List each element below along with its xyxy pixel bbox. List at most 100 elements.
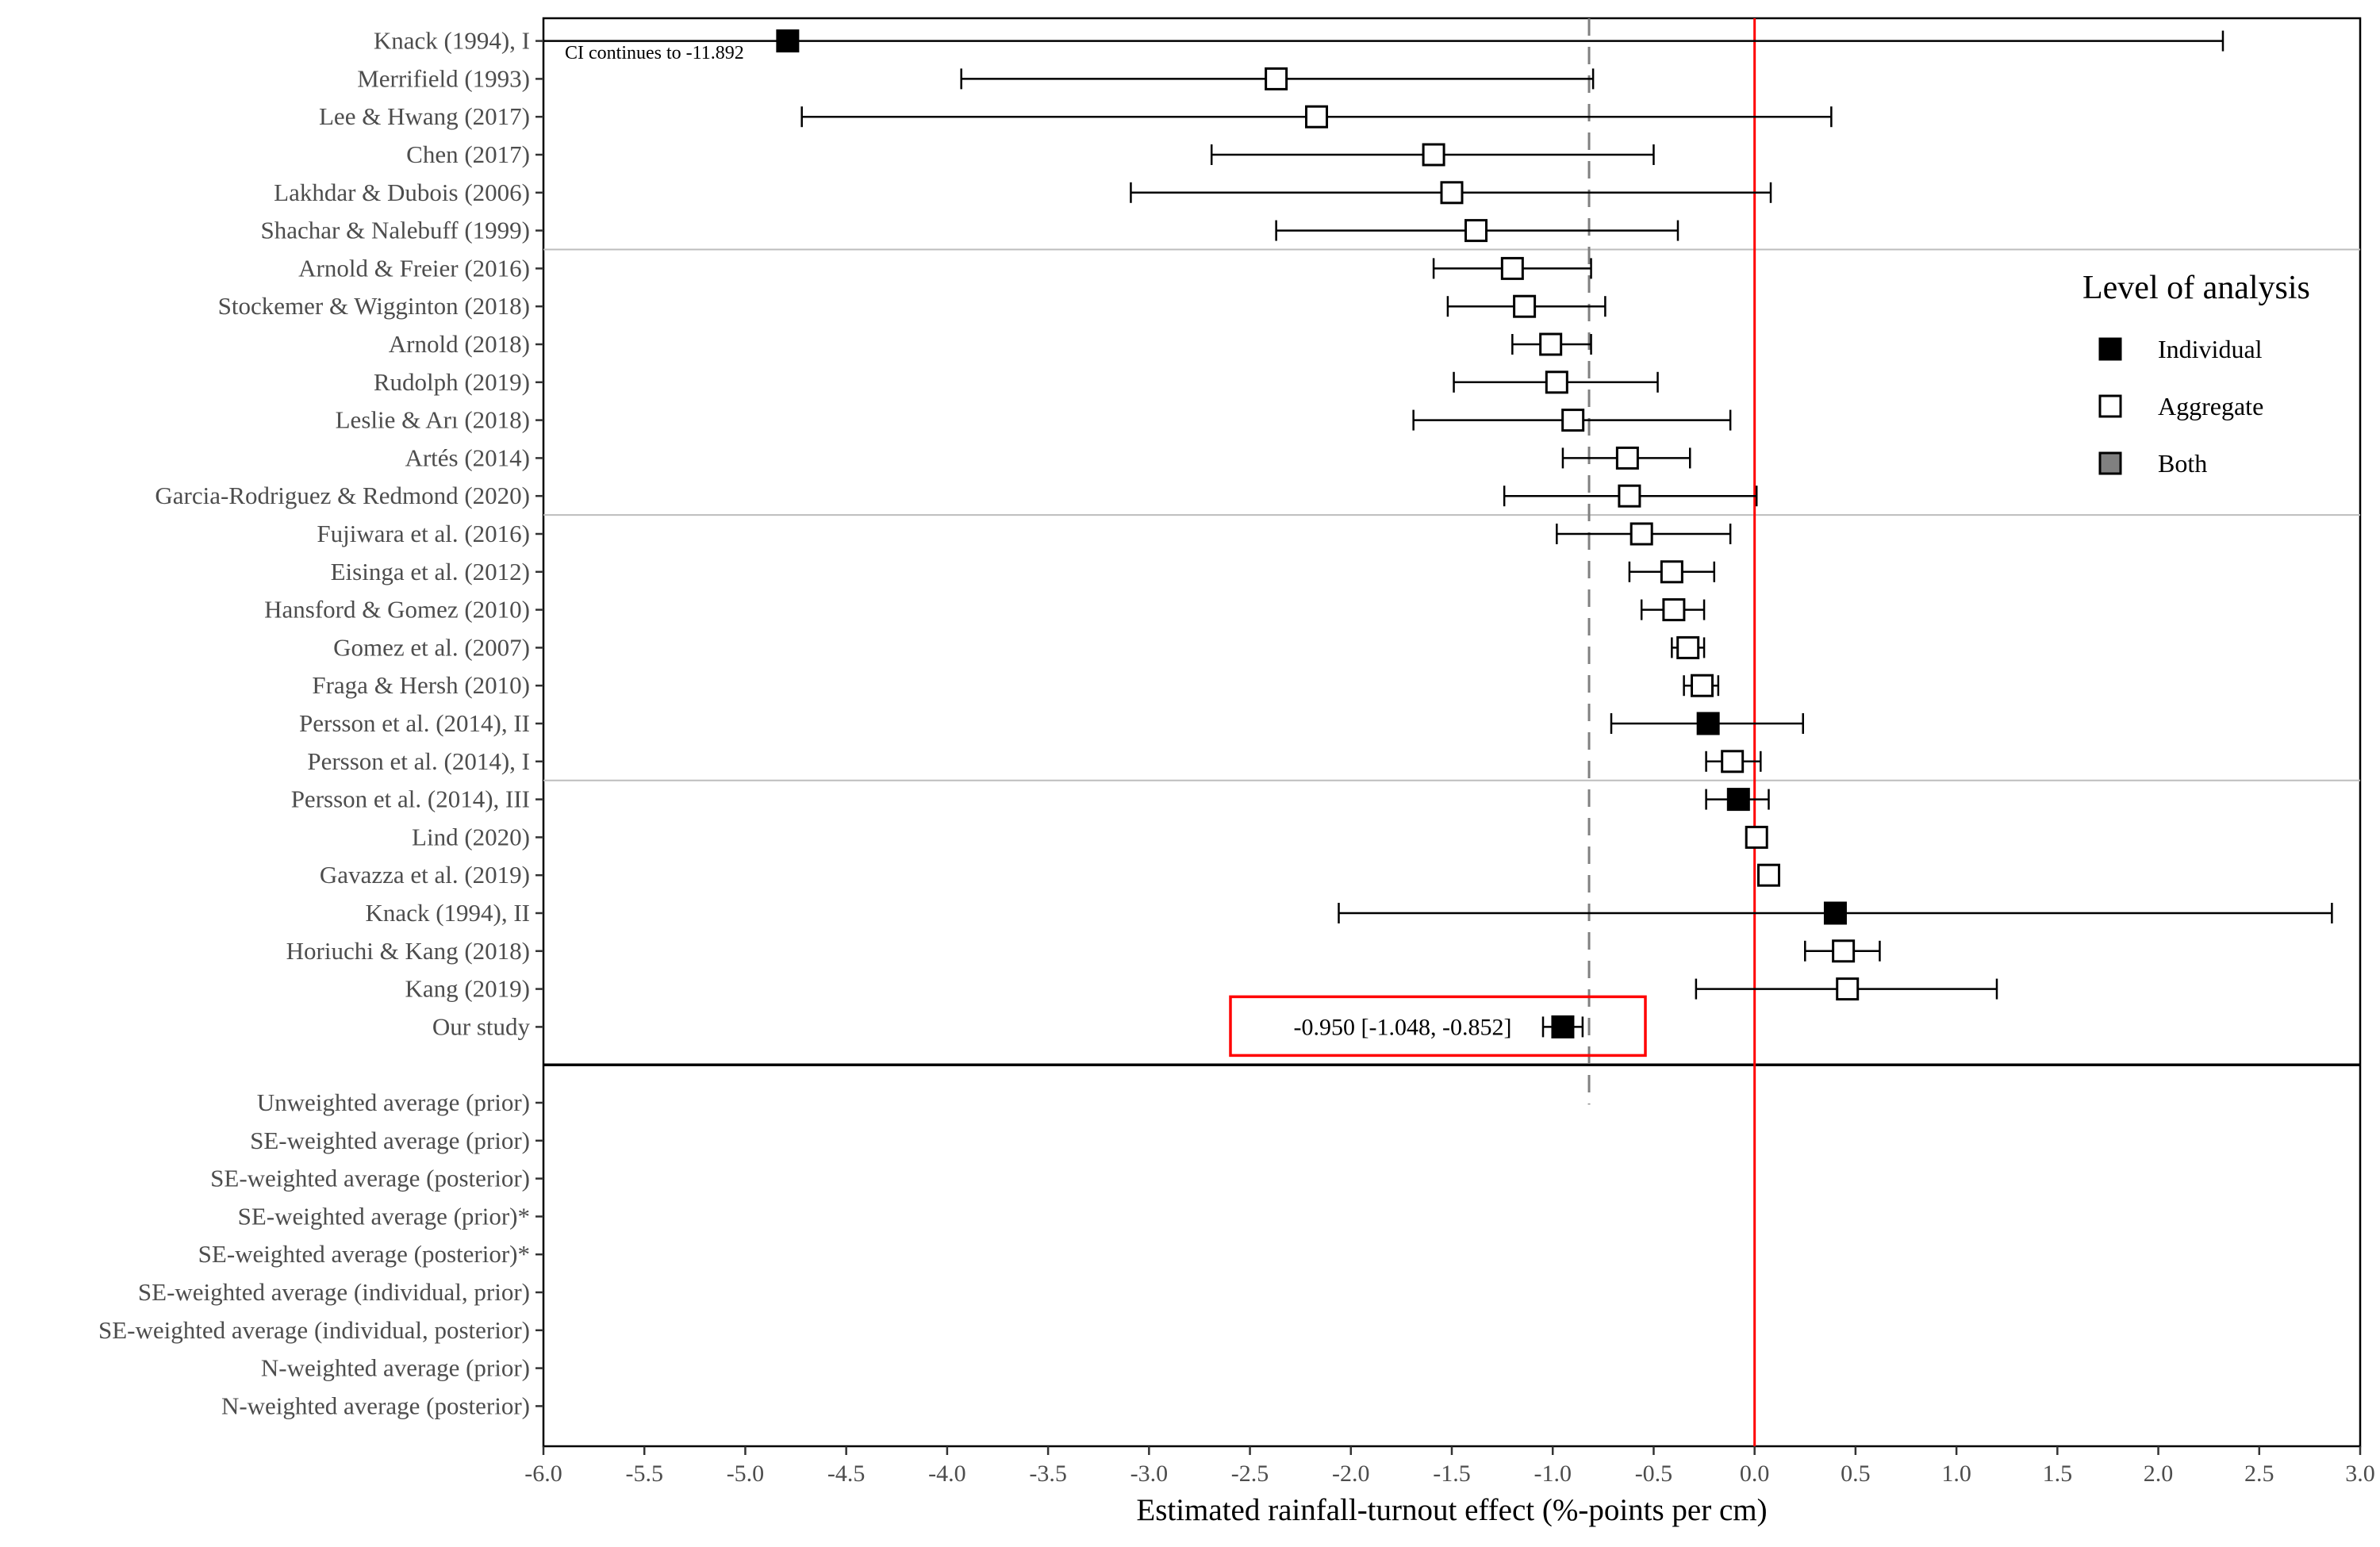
ci-annotation: CI continues to -11.892 (565, 43, 744, 63)
study-row: Garcia-Rodriguez & Redmond (2020) (155, 482, 1758, 509)
study-label: Garcia-Rodriguez & Redmond (2020) (155, 482, 530, 509)
study-row: Leslie & Arı (2018) (336, 406, 1732, 434)
point-estimate-aggregate (1464, 219, 1488, 243)
study-label: Knack (1994), II (366, 899, 530, 927)
study-label: Knack (1994), I (374, 27, 530, 55)
study-row: Fraga & Hersh (2010) (312, 671, 1720, 699)
point-estimate-aggregate (1660, 560, 1683, 584)
study-label: Merrifield (1993) (357, 64, 530, 92)
study-row: Fujiwara et al. (2016) (317, 520, 1732, 547)
point-estimate-aggregate (1539, 332, 1563, 356)
study-row: Kang (2019) (405, 975, 1998, 1003)
highlight-box (1229, 995, 1647, 1058)
point-estimate-aggregate (1440, 181, 1464, 205)
x-tick-label: 2.5 (2244, 1461, 2274, 1487)
point-estimate-aggregate (1691, 674, 1714, 697)
study-row: Chen (2017) (406, 140, 1655, 168)
point-estimate-individual (1696, 712, 1720, 735)
legend-swatch-both (2098, 451, 2122, 475)
x-tick-label: 3.0 (2345, 1461, 2375, 1487)
legend-swatch-aggregate (2098, 394, 2122, 418)
point-estimate-aggregate (1305, 105, 1329, 129)
study-label: Fraga & Hersh (2010) (312, 671, 530, 699)
study-label: Gomez et al. (2007) (333, 633, 530, 661)
study-row: Gavazza et al. (2019) (320, 861, 1780, 889)
study-label: Fujiwara et al. (2016) (317, 520, 530, 547)
x-tick-label: -5.0 (727, 1461, 765, 1487)
summary-label: SE-weighted average (prior)* (238, 1202, 530, 1230)
study-label: Leslie & Arı (2018) (336, 406, 530, 434)
point-estimate-aggregate (1618, 484, 1641, 508)
point-estimate-aggregate (1500, 256, 1524, 280)
study-label: Hansford & Gomez (2010) (264, 596, 530, 624)
x-tick-label: -3.5 (1029, 1461, 1067, 1487)
study-row: Persson et al. (2014), II (299, 709, 1804, 737)
study-label: Arnold & Freier (2016) (298, 254, 530, 282)
point-estimate-aggregate (1265, 67, 1288, 90)
summary-label: SE-weighted average (posterior) (210, 1165, 530, 1192)
summary-label: SE-weighted average (prior) (250, 1127, 530, 1154)
study-row: Rudolph (2019) (374, 368, 1659, 396)
legend-label: Individual (2158, 335, 2263, 363)
x-tick-label: -2.5 (1231, 1461, 1269, 1487)
study-row: Knack (1994), I (374, 27, 2225, 55)
point-estimate-aggregate (1422, 143, 1445, 167)
study-row: Gomez et al. (2007) (333, 633, 1706, 661)
x-tick-label: -4.5 (827, 1461, 866, 1487)
x-tick-label: 0.5 (1841, 1461, 1871, 1487)
study-label: Our study (432, 1012, 531, 1040)
legend: Level of analysis Individual Aggregate Both (2082, 270, 2310, 478)
point-estimate-aggregate (1836, 977, 1860, 1001)
study-row: Eisinga et al. (2012) (331, 558, 1716, 585)
study-label: Rudolph (2019) (374, 368, 530, 396)
study-label: Stockemer & Wigginton (2018) (218, 292, 530, 320)
x-tick-label: -4.0 (928, 1461, 966, 1487)
study-row: Artés (2014) (405, 443, 1691, 471)
study-row: Our study -0.950 [-1.048, -0.852] (432, 995, 1647, 1058)
point-estimate-aggregate (1545, 370, 1568, 394)
summary-label: SE-weighted average (individual, prior) (138, 1278, 530, 1306)
study-label: Horiuchi & Kang (2018) (286, 937, 530, 965)
study-row: Knack (1994), II (366, 899, 2333, 927)
study-row: Persson et al. (2014), I (307, 747, 1762, 775)
study-row: Arnold & Freier (2016) (298, 254, 1592, 282)
x-tick-label: -1.5 (1433, 1461, 1471, 1487)
point-estimate-individual (1823, 901, 1847, 925)
x-tick-label: -6.0 (524, 1461, 562, 1487)
study-label: Lakhdar & Dubois (2006) (274, 178, 530, 206)
point-estimate-aggregate (1662, 598, 1686, 622)
legend-swatch-individual (2098, 337, 2122, 361)
study-label: Artés (2014) (405, 443, 530, 471)
study-label: Arnold (2018) (389, 330, 530, 358)
x-tick-label: 2.0 (2144, 1461, 2174, 1487)
point-estimate-aggregate (1721, 750, 1745, 774)
study-label: Gavazza et al. (2019) (320, 861, 530, 889)
x-tick-label: 1.0 (1941, 1461, 1971, 1487)
summary-label: SE-weighted average (posterior)* (198, 1240, 530, 1268)
point-estimate-individual (1726, 788, 1750, 812)
summary-label: Unweighted average (prior) (257, 1088, 530, 1116)
study-label: Persson et al. (2014), III (291, 785, 530, 813)
x-tick-label: 1.5 (2043, 1461, 2073, 1487)
legend-title: Level of analysis (2082, 270, 2310, 306)
point-estimate-aggregate (1676, 635, 1700, 659)
study-row: Lakhdar & Dubois (2006) (274, 178, 1772, 206)
study-row: Arnold (2018) (389, 330, 1592, 358)
x-tick-label: -3.0 (1130, 1461, 1169, 1487)
legend-label: Both (2158, 449, 2207, 478)
x-tick-label: -5.5 (625, 1461, 663, 1487)
highlight-label: -0.950 [-1.048, -0.852] (1294, 1014, 1512, 1040)
legend-label: Aggregate (2158, 392, 2263, 420)
point-estimate-aggregate (1513, 294, 1537, 318)
study-row: Lind (2020) (412, 823, 1768, 850)
study-row: Shachar & Nalebuff (1999) (261, 217, 1679, 244)
x-tick-label: -1.0 (1534, 1461, 1572, 1487)
study-label: Shachar & Nalebuff (1999) (261, 217, 530, 244)
study-row: Hansford & Gomez (2010) (264, 596, 1706, 624)
plot-panel (542, 17, 2362, 1448)
x-tick-label: -2.0 (1332, 1461, 1370, 1487)
study-row: Lee & Hwang (2017) (319, 102, 1833, 130)
study-row: Merrifield (1993) (357, 64, 1595, 92)
study-label: Eisinga et al. (2012) (331, 558, 530, 585)
